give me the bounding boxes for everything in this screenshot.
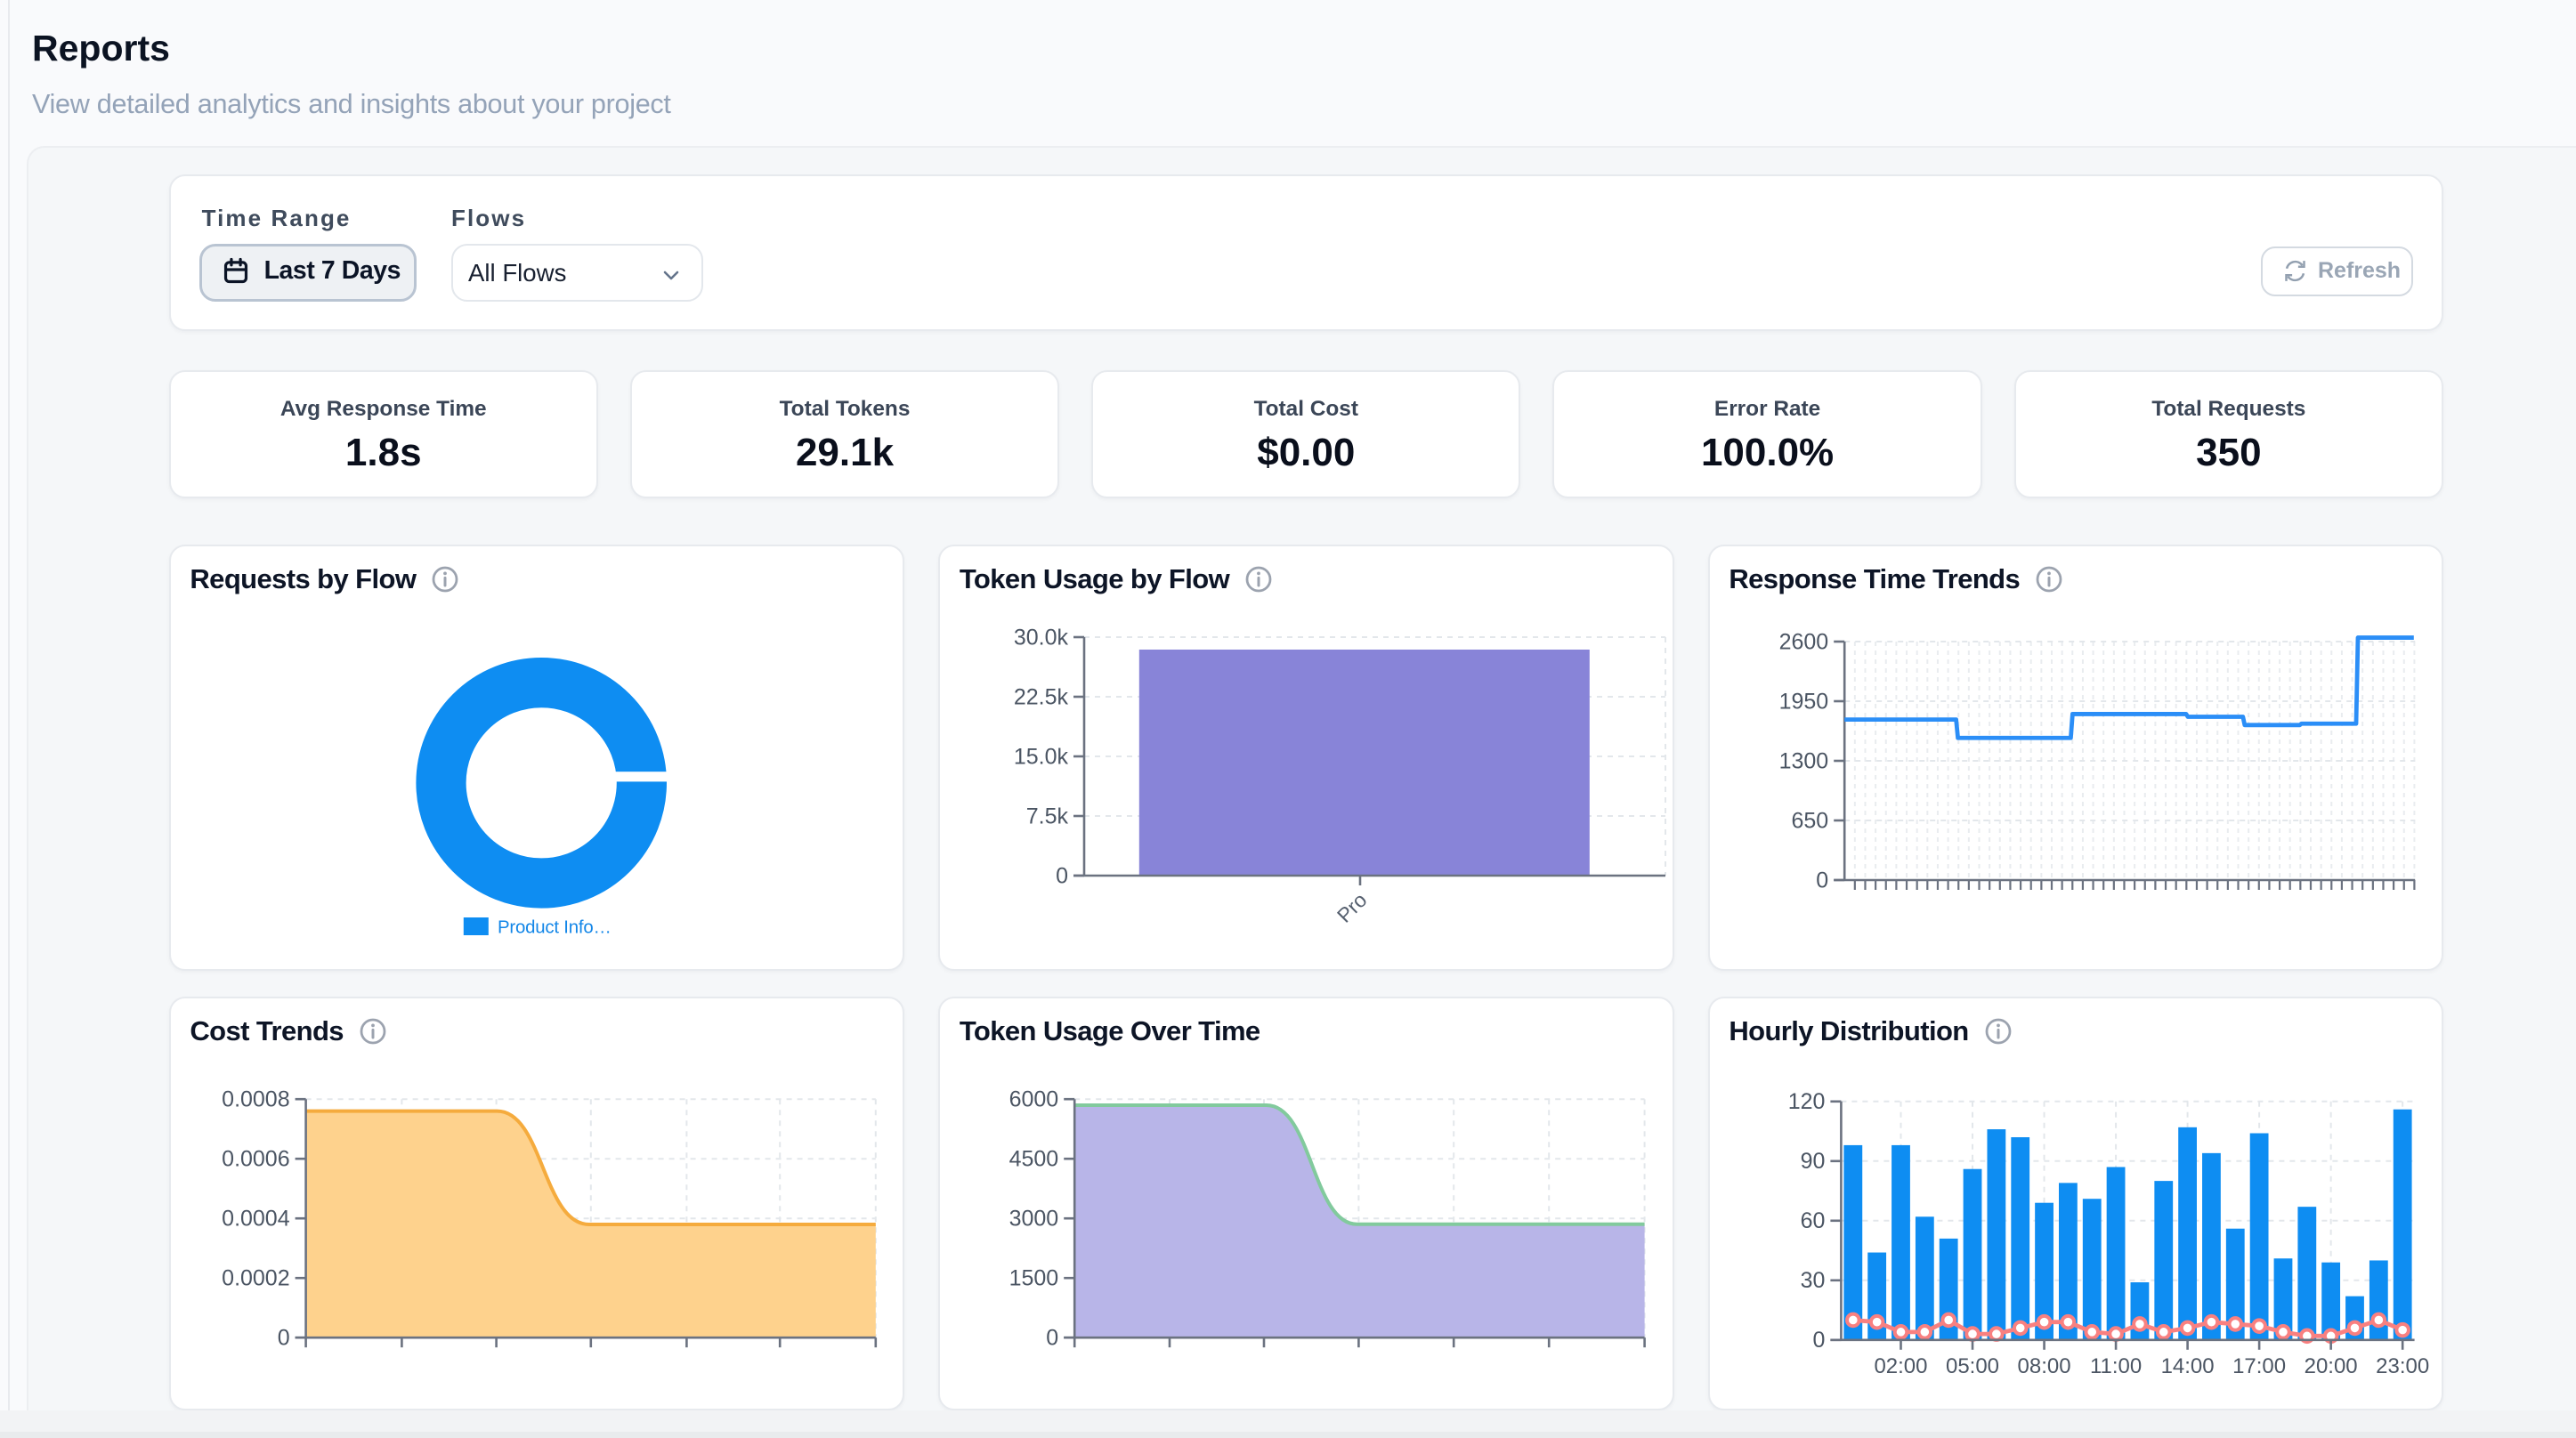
svg-text:6000: 6000 — [1009, 1087, 1059, 1112]
svg-text:0.0008: 0.0008 — [222, 1087, 289, 1112]
svg-text:23:00: 23:00 — [2376, 1354, 2429, 1378]
svg-text:0.0006: 0.0006 — [222, 1147, 289, 1172]
svg-text:90: 90 — [1800, 1149, 1825, 1174]
svg-text:120: 120 — [1787, 1089, 1825, 1114]
svg-text:0: 0 — [1812, 1328, 1825, 1353]
svg-text:0: 0 — [277, 1326, 289, 1351]
svg-text:0.0002: 0.0002 — [222, 1266, 289, 1291]
svg-text:11:00: 11:00 — [2089, 1354, 2141, 1378]
svg-text:1500: 1500 — [1009, 1266, 1059, 1291]
svg-text:0.0004: 0.0004 — [222, 1207, 290, 1232]
svg-text:650: 650 — [1791, 808, 1828, 833]
svg-text:1300: 1300 — [1778, 748, 1828, 773]
svg-text:20:00: 20:00 — [2304, 1354, 2357, 1378]
svg-text:08:00: 08:00 — [2017, 1354, 2070, 1378]
svg-text:22.5k: 22.5k — [1014, 684, 1069, 709]
svg-text:Pro: Pro — [1333, 888, 1372, 927]
svg-text:02:00: 02:00 — [1874, 1354, 1927, 1378]
svg-text:05:00: 05:00 — [1946, 1354, 1999, 1378]
svg-text:0: 0 — [1056, 863, 1068, 888]
svg-text:Product Info…: Product Info… — [498, 917, 612, 937]
svg-text:3000: 3000 — [1009, 1207, 1059, 1232]
svg-text:14:00: 14:00 — [2160, 1354, 2214, 1378]
svg-text:1950: 1950 — [1778, 689, 1828, 714]
svg-text:30.0k: 30.0k — [1014, 625, 1069, 650]
svg-text:60: 60 — [1800, 1208, 1825, 1233]
svg-text:7.5k: 7.5k — [1026, 804, 1069, 828]
svg-text:15.0k: 15.0k — [1014, 744, 1069, 769]
svg-text:0: 0 — [1816, 868, 1828, 893]
svg-text:17:00: 17:00 — [2232, 1354, 2286, 1378]
svg-text:0: 0 — [1046, 1326, 1058, 1351]
svg-text:4500: 4500 — [1009, 1147, 1059, 1172]
svg-text:2600: 2600 — [1778, 629, 1828, 654]
svg-text:30: 30 — [1800, 1268, 1825, 1293]
